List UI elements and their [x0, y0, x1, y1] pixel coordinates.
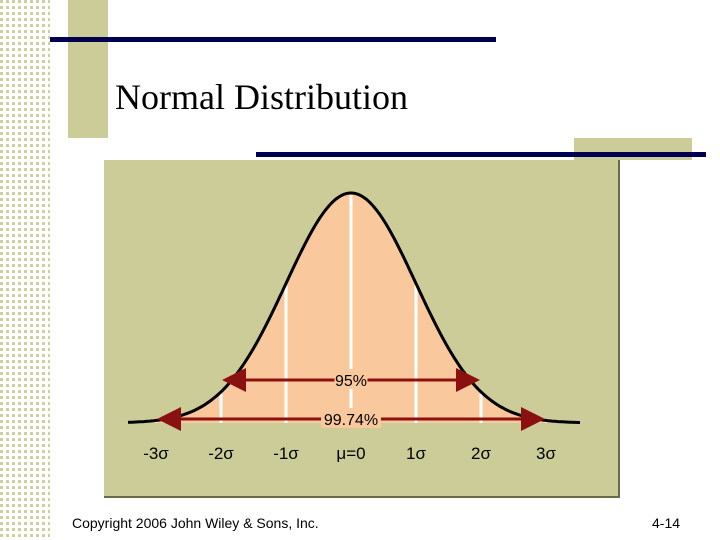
title-bar-top — [50, 37, 496, 42]
axis-label: 3σ — [536, 444, 556, 463]
curve-area — [128, 193, 580, 423]
axis-label: -2σ — [208, 444, 234, 463]
interval-arrows: 95% 99.74% — [157, 368, 545, 431]
interval-label: 95% — [335, 373, 367, 390]
decorative-block-left — [68, 0, 108, 138]
interval-label-bg — [334, 369, 368, 389]
checker-pattern — [0, 0, 50, 540]
page-number: 4-14 — [652, 515, 681, 531]
slide-title: Normal Distribution — [115, 77, 408, 117]
axis-label: -1σ — [273, 444, 299, 463]
interval-label-bg — [321, 408, 381, 428]
axis-label: -3σ — [143, 444, 169, 463]
axis-label: 1σ — [406, 444, 426, 463]
title-bar-bottom — [256, 152, 706, 157]
axis-labels: -3σ -2σ -1σ μ=0 1σ 2σ 3σ — [143, 444, 556, 463]
copyright-footer: Copyright 2006 John Wiley & Sons, Inc. — [72, 515, 319, 531]
interval-label: 99.74% — [324, 412, 378, 429]
axis-label: μ=0 — [336, 444, 365, 463]
axis-label: 2σ — [471, 444, 491, 463]
